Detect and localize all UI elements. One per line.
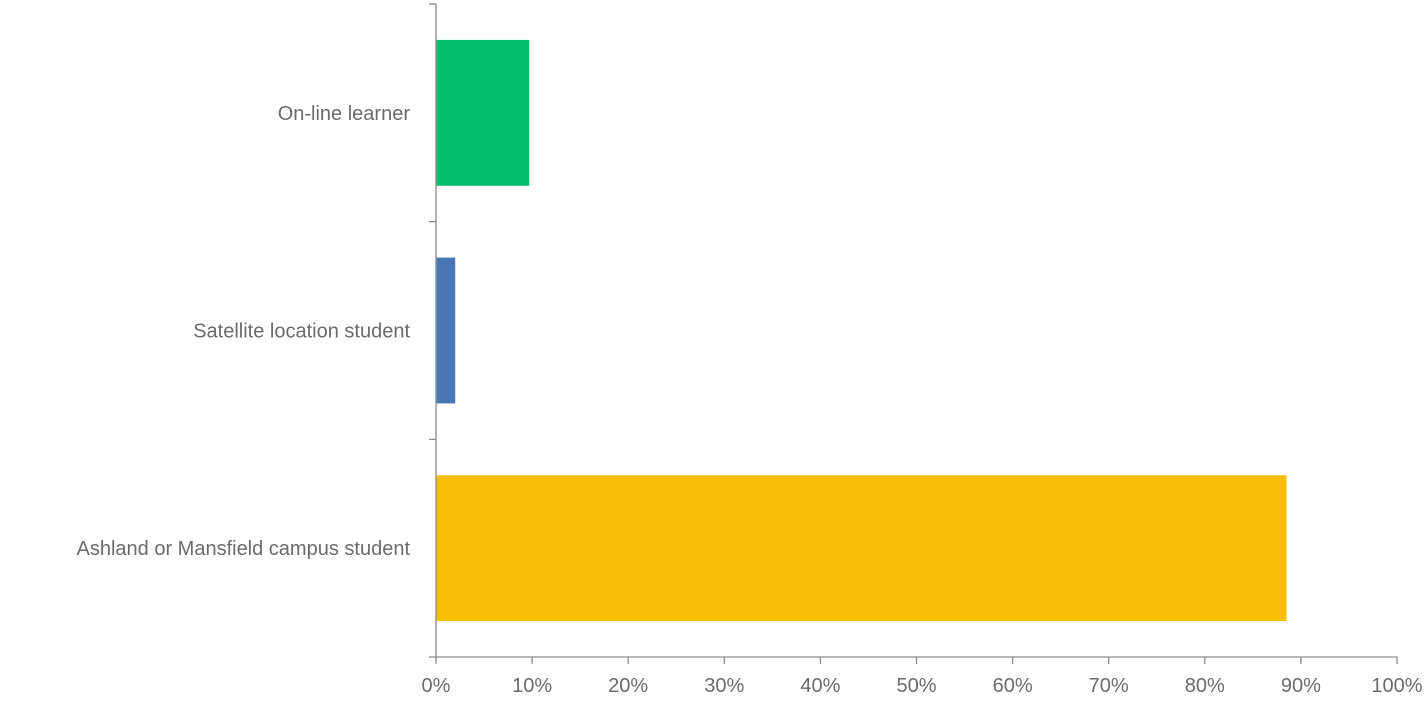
axes-group xyxy=(429,3,1398,664)
x-tick-label: 60% xyxy=(993,675,1033,697)
bar xyxy=(436,475,1287,622)
bar xyxy=(436,257,456,404)
bar xyxy=(436,39,530,186)
x-tick-label: 30% xyxy=(704,675,744,697)
labels-group: Ashland or Mansfield campus student Satel… xyxy=(76,103,1422,697)
x-tick-label: 40% xyxy=(800,675,840,697)
x-tick-label: 70% xyxy=(1089,675,1129,697)
category-label: Satellite location student xyxy=(193,321,410,343)
x-tick-label: 80% xyxy=(1185,675,1225,697)
x-tick-label: 20% xyxy=(608,675,648,697)
x-tick-label: 10% xyxy=(512,675,552,697)
bars-group xyxy=(436,39,1287,622)
x-tick-label: 0% xyxy=(422,675,451,697)
x-tick-label: 100% xyxy=(1371,675,1422,697)
x-tick-label: 50% xyxy=(896,675,936,697)
x-tick-label: 90% xyxy=(1281,675,1321,697)
category-label: Ashland or Mansfield campus student xyxy=(76,538,410,560)
category-label: On-line learner xyxy=(278,103,411,125)
